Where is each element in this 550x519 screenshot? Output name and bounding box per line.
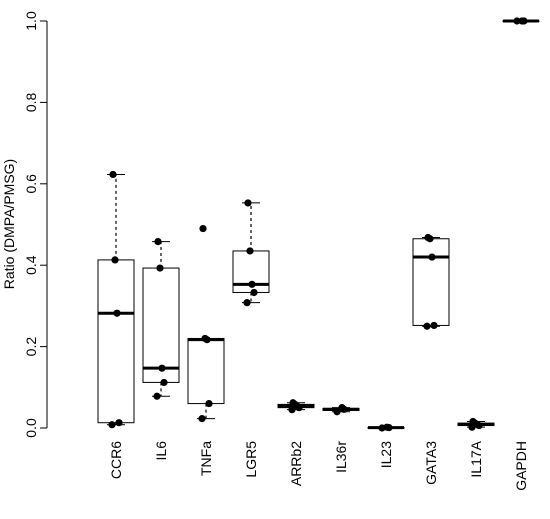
- box: [187, 337, 225, 405]
- box-group-il23: [367, 423, 405, 432]
- plot-area: [97, 17, 540, 432]
- data-point: [111, 256, 119, 264]
- y-tick-label-0: 0.0: [23, 418, 39, 438]
- box-group-il17a: [457, 417, 495, 431]
- data-point: [383, 423, 391, 431]
- y-tick-label-3: 0.6: [23, 174, 39, 194]
- box: [97, 259, 135, 424]
- data-point: [113, 309, 121, 317]
- data-point: [109, 170, 117, 179]
- data-point: [288, 406, 296, 414]
- data-point: [153, 392, 161, 400]
- box: [412, 238, 450, 326]
- box-group-arrb2: [277, 399, 315, 414]
- x-label-gapdh: GAPDH: [513, 441, 529, 491]
- data-point: [428, 253, 436, 261]
- data-point: [469, 417, 477, 426]
- y-axis-title: Ratio (DMPA/PMSG): [1, 159, 17, 289]
- y-axis: 0.0 0.2 0.4 0.6 0.8 1.0: [23, 11, 48, 438]
- y-tick-label-1: 0.2: [23, 337, 39, 357]
- data-point: [424, 233, 432, 242]
- data-point: [244, 199, 252, 207]
- x-label-il23: IL23: [378, 441, 394, 468]
- data-point: [248, 280, 256, 288]
- data-point: [289, 399, 297, 407]
- box-group-gata3: [412, 233, 450, 330]
- data-point: [338, 404, 346, 412]
- data-point: [108, 421, 116, 429]
- data-point: [160, 378, 168, 387]
- x-label-il17a: IL17A: [468, 440, 484, 477]
- box: [142, 267, 180, 383]
- data-point: [199, 224, 207, 233]
- data-point: [246, 247, 254, 255]
- y-tick-label-2: 0.4: [23, 255, 39, 275]
- data-point: [430, 321, 438, 330]
- data-point: [423, 322, 431, 330]
- data-point: [154, 237, 162, 246]
- data-point: [250, 288, 258, 297]
- data-point: [205, 399, 213, 408]
- data-point: [156, 264, 164, 272]
- data-point: [158, 364, 166, 372]
- box-group-tnfa: [187, 224, 225, 423]
- x-label-tnfa: TNFa: [198, 441, 214, 476]
- data-point: [513, 17, 521, 25]
- data-point: [115, 419, 123, 427]
- y-tick-label-4: 0.8: [23, 92, 39, 112]
- data-point: [518, 17, 526, 25]
- data-point: [333, 408, 341, 416]
- x-label-il6: IL6: [153, 441, 169, 461]
- box-group-ccr6: [97, 170, 135, 429]
- data-point: [201, 334, 209, 343]
- x-label-lgr5: LGR5: [243, 441, 259, 478]
- box-group-lgr5: [232, 199, 270, 307]
- x-label-gata3: GATA3: [423, 441, 439, 485]
- x-label-ccr6: CCR6: [108, 441, 124, 479]
- x-label-arrb2: ARRb2: [288, 441, 304, 486]
- data-point: [198, 415, 206, 423]
- y-tick-label-5: 1.0: [23, 11, 39, 31]
- x-axis-labels: CCR6 IL6 TNFa LGR5 ARRb2 IL36r IL23 GATA3 IL17A G…: [108, 440, 529, 490]
- box-group-gapdh: [502, 17, 540, 25]
- data-point: [243, 299, 251, 307]
- box-group-il6: [142, 237, 180, 400]
- x-label-il36r: IL36r: [333, 441, 349, 473]
- box-group-il36r: [322, 404, 360, 416]
